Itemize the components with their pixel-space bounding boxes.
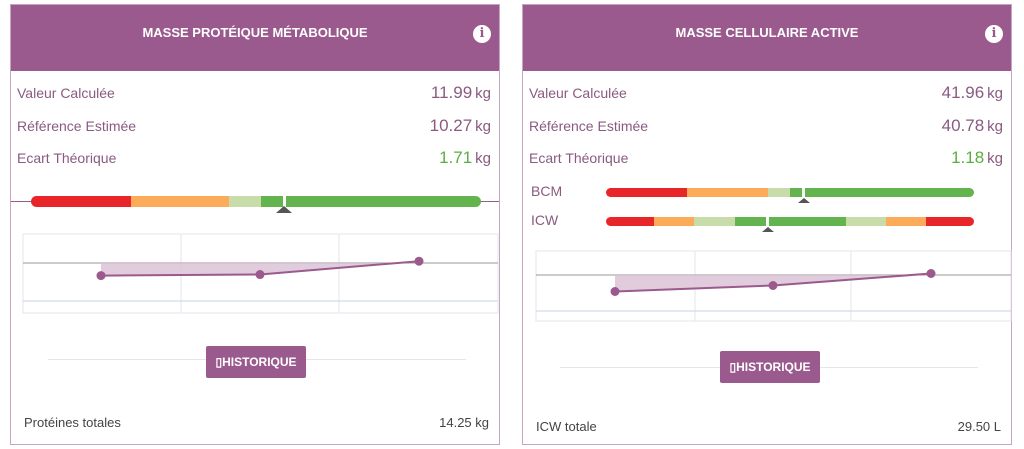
row-unit: kg [987, 150, 1003, 167]
history-point[interactable] [414, 256, 424, 266]
history-button[interactable]: ▯HISTORIQUE [720, 351, 820, 383]
panel-header: MASSE PROTÉIQUE MÉTABOLIQUE i [11, 5, 499, 71]
active-cell-mass-panel: MASSE CELLULAIRE ACTIVE i Valeur Calculé… [522, 4, 1012, 445]
row-value: 10.27 [429, 116, 473, 135]
footer-value: 14.25 kg [439, 415, 489, 430]
row-unit: kg [987, 85, 1003, 102]
row-unit: kg [475, 150, 491, 167]
row-reference: Référence Estimée 10.27 kg [17, 116, 491, 136]
row-label: Référence Estimée [17, 118, 137, 134]
row-calculated: Valeur Calculée 11.99 kg [17, 83, 491, 103]
info-icon[interactable]: i [985, 25, 1003, 43]
gauge-label-bcm: BCM [531, 183, 563, 199]
row-value: 40.78 [941, 116, 985, 135]
history-chart [22, 233, 499, 314]
protein-mass-panel: MASSE PROTÉIQUE MÉTABOLIQUE i Valeur Cal… [10, 4, 500, 445]
row-label: Ecart Théorique [529, 150, 629, 166]
row-unit: kg [987, 118, 1003, 135]
footer-label: Protéines totales [24, 415, 121, 430]
row-unit: kg [475, 85, 491, 102]
gauge-label-icw: ICW [531, 212, 559, 228]
gauge-bar [31, 196, 481, 207]
row-value: 11.99 [430, 83, 473, 102]
row-gap: Ecart Théorique 1.71 kg [17, 148, 491, 168]
panel-header: MASSE CELLULAIRE ACTIVE i [523, 5, 1011, 71]
panel-title: MASSE CELLULAIRE ACTIVE [675, 25, 859, 40]
gauge-marker-icon [798, 198, 810, 203]
history-point[interactable] [610, 287, 620, 296]
row-label: Valeur Calculée [529, 85, 627, 101]
history-chart [535, 250, 1012, 322]
history-area [101, 261, 419, 276]
row-value: 41.96 [941, 83, 985, 102]
row-label: Valeur Calculée [17, 85, 115, 101]
row-reference: Référence Estimée 40.78 kg [529, 116, 1003, 136]
history-point[interactable] [926, 269, 936, 278]
footer-value: 29.50 L [957, 419, 1001, 434]
panel-title: MASSE PROTÉIQUE MÉTABOLIQUE [142, 25, 368, 40]
history-button[interactable]: ▯HISTORIQUE [206, 346, 306, 378]
info-icon[interactable]: i [473, 25, 491, 43]
gauge-bar-bcm [606, 188, 974, 197]
row-gap: Ecart Théorique 1.18 kg [529, 148, 1003, 168]
row-unit: kg [475, 118, 491, 135]
row-calculated: Valeur Calculée 41.96 kg [529, 83, 1003, 103]
row-label: Référence Estimée [529, 118, 649, 134]
footer-label: ICW totale [536, 419, 597, 434]
gauge-bar-icw [606, 217, 974, 226]
gauge-marker-icon [276, 206, 292, 213]
gauge-marker-icon [762, 227, 774, 232]
history-point[interactable] [255, 270, 265, 280]
history-point[interactable] [96, 271, 106, 281]
row-label: Ecart Théorique [17, 150, 117, 166]
history-point[interactable] [768, 281, 778, 290]
row-value: 1.18 [951, 148, 985, 167]
row-value: 1.71 [439, 148, 473, 167]
